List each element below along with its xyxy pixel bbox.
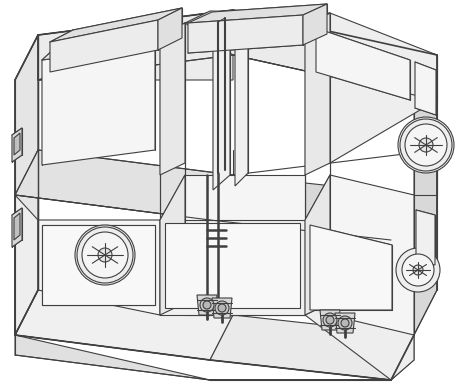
Polygon shape	[197, 295, 217, 315]
Circle shape	[402, 254, 434, 286]
Polygon shape	[210, 175, 414, 240]
Polygon shape	[185, 11, 330, 25]
Circle shape	[326, 316, 334, 324]
Circle shape	[341, 319, 349, 327]
Polygon shape	[50, 20, 158, 72]
Circle shape	[405, 124, 447, 166]
Polygon shape	[38, 23, 233, 80]
Circle shape	[396, 248, 440, 292]
Circle shape	[200, 298, 214, 312]
Polygon shape	[15, 290, 233, 360]
Polygon shape	[50, 8, 182, 42]
Polygon shape	[188, 15, 303, 53]
Polygon shape	[42, 225, 155, 305]
Polygon shape	[160, 175, 185, 315]
Circle shape	[218, 304, 226, 312]
Circle shape	[82, 232, 128, 278]
Polygon shape	[212, 298, 232, 318]
Polygon shape	[12, 128, 22, 162]
Circle shape	[398, 117, 454, 173]
Circle shape	[338, 316, 352, 330]
Polygon shape	[15, 335, 414, 380]
Polygon shape	[415, 62, 436, 115]
Polygon shape	[14, 133, 20, 155]
Polygon shape	[160, 220, 305, 315]
Polygon shape	[42, 33, 178, 60]
Polygon shape	[416, 210, 435, 265]
Polygon shape	[15, 195, 38, 335]
Polygon shape	[15, 150, 233, 220]
Polygon shape	[38, 10, 437, 100]
Polygon shape	[235, 21, 248, 186]
Polygon shape	[12, 208, 22, 247]
Polygon shape	[188, 4, 327, 23]
Polygon shape	[320, 310, 340, 330]
Polygon shape	[14, 213, 20, 240]
Circle shape	[98, 248, 112, 262]
Polygon shape	[15, 35, 38, 335]
Polygon shape	[305, 175, 330, 315]
Polygon shape	[414, 55, 437, 335]
Circle shape	[323, 313, 337, 327]
Polygon shape	[310, 225, 392, 310]
Polygon shape	[38, 220, 160, 315]
Polygon shape	[213, 22, 230, 190]
Polygon shape	[330, 13, 437, 163]
Polygon shape	[158, 8, 182, 50]
Circle shape	[75, 225, 135, 285]
Polygon shape	[303, 4, 327, 45]
Circle shape	[203, 301, 211, 309]
Polygon shape	[165, 223, 300, 308]
Polygon shape	[210, 315, 414, 380]
Polygon shape	[42, 45, 155, 165]
Circle shape	[419, 138, 433, 152]
Circle shape	[413, 265, 423, 275]
Polygon shape	[335, 313, 355, 333]
Polygon shape	[305, 195, 414, 380]
Polygon shape	[160, 23, 185, 175]
Polygon shape	[316, 28, 410, 100]
Polygon shape	[330, 175, 414, 335]
Circle shape	[215, 301, 229, 315]
Polygon shape	[185, 175, 305, 315]
Polygon shape	[305, 13, 330, 175]
